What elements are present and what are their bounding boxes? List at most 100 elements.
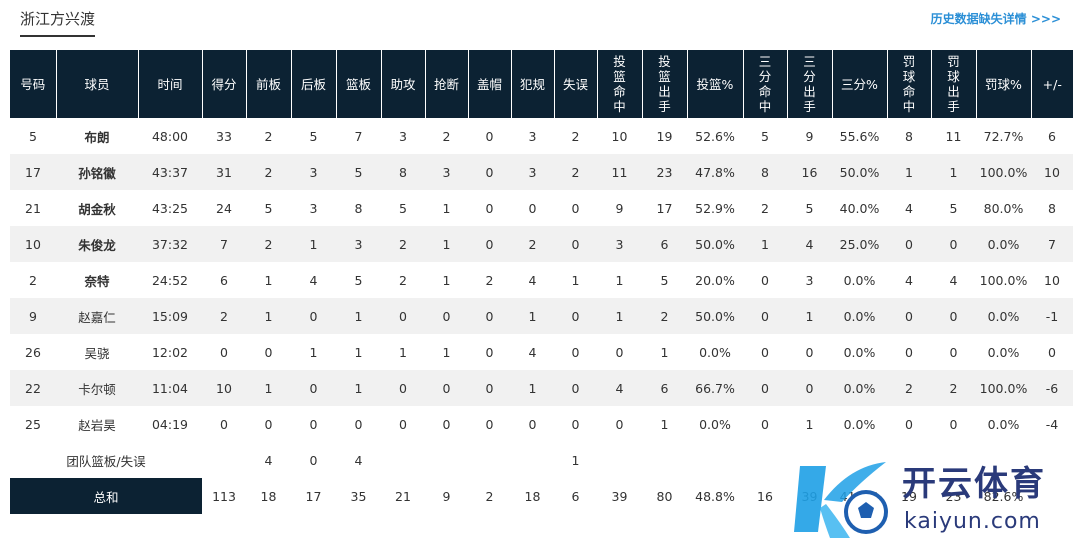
player-ftm-cell: 0 <box>905 344 913 360</box>
player-ftm-cell: 8 <box>905 128 913 144</box>
team-row-reb: 4 <box>354 452 363 468</box>
boxscore-table: 号码 球员 时间 得分 前板 后板 篮板 助攻 抢断 盖帽 犯规 失误 投篮命中… <box>10 50 1073 514</box>
player-ast-cell: 2 <box>381 226 425 262</box>
player-ftp-cell: 0.0% <box>976 226 1031 262</box>
player-ftp-cell: 0.0% <box>987 416 1020 432</box>
player-dreb-cell: 4 <box>309 272 318 288</box>
player-tpa-cell: 4 <box>787 226 832 262</box>
player-tov-cell: 2 <box>554 154 597 190</box>
player-reb-cell: 5 <box>336 154 381 190</box>
player-oreb-cell: 1 <box>246 298 291 334</box>
col-header-turnovers[interactable]: 失误 <box>553 50 597 118</box>
player-tpm-cell: 5 <box>761 128 769 144</box>
col-header-ft-made[interactable]: 罚球命中 <box>886 50 931 118</box>
player-fgp-cell: 52.6% <box>695 128 735 144</box>
player-pts-cell: 0 <box>220 344 228 360</box>
player-stl-cell: 1 <box>442 272 451 288</box>
player-tov-cell: 0 <box>571 344 580 360</box>
player-tpm-cell: 0 <box>743 298 787 334</box>
player-fga-cell: 1 <box>660 344 669 360</box>
col-header-number[interactable]: 号码 <box>10 50 56 118</box>
player-no-cell: 17 <box>10 154 56 190</box>
col-header-fg-made[interactable]: 投篮命中 <box>596 50 642 118</box>
player-pf-cell: 4 <box>528 344 537 360</box>
player-name-cell[interactable]: 孙铭徽 <box>56 154 138 190</box>
player-name-cell[interactable]: 胡金秋 <box>78 201 116 217</box>
col-header-3p-pct[interactable]: 三分% <box>831 50 887 118</box>
player-blk-cell: 0 <box>485 128 494 144</box>
player-pm-cell: 10 <box>1031 154 1073 190</box>
player-name-cell[interactable]: 奈特 <box>84 273 110 289</box>
player-ftp-cell: 100.0% <box>976 154 1031 190</box>
player-blk-cell: 0 <box>468 370 511 406</box>
player-name-cell[interactable]: 布朗 <box>84 129 110 145</box>
col-header-def-rebounds[interactable]: 后板 <box>290 50 336 118</box>
player-ast-cell: 8 <box>381 154 425 190</box>
col-header-steals[interactable]: 抢断 <box>424 50 468 118</box>
totals-fgm: 39 <box>597 478 642 514</box>
player-tpa-cell: 16 <box>787 154 832 190</box>
kaiyun-logo-icon <box>794 462 888 538</box>
col-header-plus-minus[interactable]: +/- <box>1030 50 1073 118</box>
player-dreb-cell: 0 <box>291 298 336 334</box>
watermark-cn-text: 开云体育 <box>902 464 1046 504</box>
player-name-cell[interactable]: 卡尔顿 <box>56 370 138 406</box>
player-blk-cell: 0 <box>468 298 511 334</box>
player-pf-cell: 1 <box>511 370 554 406</box>
player-fta-cell: 1 <box>931 154 976 190</box>
col-header-fouls[interactable]: 犯规 <box>510 50 554 118</box>
player-oreb-cell: 0 <box>264 344 273 360</box>
col-header-fg-attempts[interactable]: 投篮出手 <box>641 50 687 118</box>
col-header-blocks[interactable]: 盖帽 <box>467 50 511 118</box>
player-fta-cell: 5 <box>949 200 958 216</box>
watermark-domain-text: kaiyun.com <box>904 509 1041 534</box>
col-header-rebounds[interactable]: 篮板 <box>335 50 381 118</box>
col-header-player[interactable]: 球员 <box>55 50 138 118</box>
player-fgp-cell: 50.0% <box>687 298 743 334</box>
team-tab[interactable]: 浙江方兴渡 <box>20 9 96 37</box>
player-ftm-cell: 2 <box>887 370 931 406</box>
col-header-ft-pct[interactable]: 罚球% <box>975 50 1031 118</box>
player-fgp-cell: 47.8% <box>687 154 743 190</box>
player-fgp-cell: 50.0% <box>687 226 743 262</box>
player-name-cell[interactable]: 朱俊龙 <box>56 226 138 262</box>
player-time-cell: 15:09 <box>138 298 202 334</box>
col-header-fg-pct[interactable]: 投篮% <box>686 50 743 118</box>
player-dreb-cell: 5 <box>309 128 318 144</box>
player-blk-cell: 0 <box>468 154 511 190</box>
player-ftm-cell: 4 <box>905 272 913 288</box>
col-header-time[interactable]: 时间 <box>137 50 202 118</box>
history-missing-link[interactable]: 历史数据缺失详情 >>> <box>930 12 1061 26</box>
col-header-3p-attempts[interactable]: 三分出手 <box>786 50 832 118</box>
player-pf-cell: 0 <box>528 416 537 432</box>
col-header-ft-attempts[interactable]: 罚球出手 <box>930 50 976 118</box>
player-ftp-cell: 100.0% <box>979 272 1028 288</box>
player-tpp-cell: 0.0% <box>843 416 876 432</box>
player-blk-cell: 0 <box>485 344 494 360</box>
col-header-points[interactable]: 得分 <box>201 50 246 118</box>
col-header-3p-made[interactable]: 三分命中 <box>742 50 787 118</box>
player-tpm-cell: 0 <box>761 272 769 288</box>
player-fga-cell: 23 <box>642 154 687 190</box>
player-ast-cell: 0 <box>381 370 425 406</box>
player-row: 26 吴骁 12:02 0 0 1 1 1 1 0 4 0 0 1 0.0% 0 0 0.0% 0 0 0.0% 0 <box>10 334 1073 370</box>
player-fgp-cell: 52.9% <box>695 200 735 216</box>
player-fga-cell: 17 <box>656 200 673 216</box>
totals-oreb: 18 <box>246 478 291 514</box>
player-tov-cell: 0 <box>554 370 597 406</box>
player-pm-cell: 10 <box>1044 272 1060 288</box>
player-tov-cell: 0 <box>554 226 597 262</box>
player-name-cell[interactable]: 吴骁 <box>84 345 110 361</box>
player-name-cell[interactable]: 赵嘉仁 <box>56 298 138 334</box>
player-name-cell[interactable]: 赵岩昊 <box>78 417 116 433</box>
col-header-assists[interactable]: 助攻 <box>380 50 425 118</box>
col-header-off-rebounds[interactable]: 前板 <box>245 50 291 118</box>
player-tov-cell: 0 <box>554 298 597 334</box>
player-stl-cell: 0 <box>442 416 451 432</box>
player-fgp-cell: 20.0% <box>695 272 735 288</box>
player-oreb-cell: 2 <box>246 226 291 262</box>
totals-fgp: 48.8% <box>687 478 743 514</box>
player-oreb-cell: 0 <box>264 416 273 432</box>
player-ast-cell: 1 <box>399 344 407 360</box>
player-oreb-cell: 2 <box>246 154 291 190</box>
